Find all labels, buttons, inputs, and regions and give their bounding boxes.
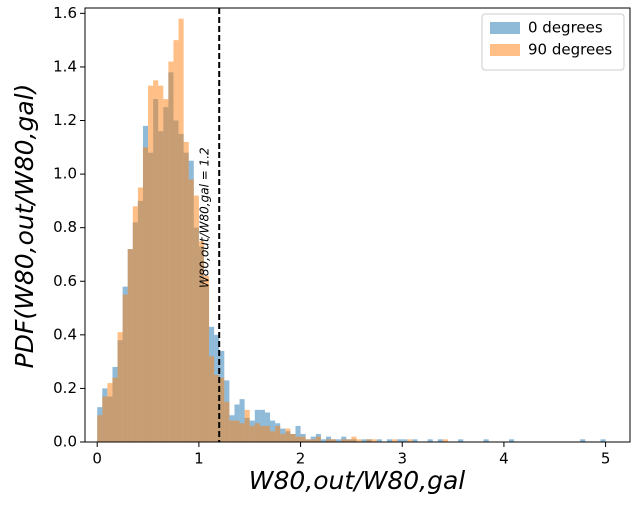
histogram-bar: [427, 439, 433, 442]
histogram-bar: [458, 439, 464, 442]
histogram-bar: [325, 439, 332, 442]
histogram-bar: [158, 85, 164, 443]
histogram-bar: [386, 439, 393, 442]
y-tick-label: 1.2: [53, 111, 77, 129]
histogram-bar: [331, 439, 337, 442]
histogram-bar: [224, 401, 230, 442]
y-tick-label: 0.8: [53, 218, 77, 236]
histogram-bar: [239, 399, 245, 442]
histogram-bar: [371, 439, 377, 442]
histogram-bar: [315, 436, 321, 442]
histogram-bar: [122, 294, 128, 442]
histogram-bar: [163, 99, 169, 442]
x-tick-label: 1: [194, 450, 204, 468]
x-tick-label: 0: [92, 450, 102, 468]
histogram-bar: [407, 439, 413, 442]
legend: 0 degrees 90 degrees: [481, 13, 625, 71]
histogram-bar: [234, 420, 240, 442]
histogram-bar: [366, 439, 372, 442]
histogram-bar: [285, 428, 291, 442]
histogram-bar: [153, 80, 159, 442]
x-axis-label: W80,out/W80,gal: [249, 466, 466, 495]
plot-frame: [84, 7, 631, 443]
histogram-bar: [361, 439, 367, 442]
histogram-bar: [259, 409, 265, 442]
histogram-bar: [97, 415, 103, 442]
histogram-bar: [244, 409, 250, 442]
histogram-bar: [148, 85, 154, 443]
histogram-bar: [203, 275, 210, 442]
histogram-bar: [117, 332, 123, 442]
histogram-bar: [219, 377, 225, 442]
histogram-bar: [127, 249, 133, 442]
histogram-bar: [580, 439, 586, 442]
histogram-bar: [112, 377, 118, 442]
histogram-bar: [178, 18, 184, 442]
histogram-bar: [173, 40, 179, 443]
histogram-bar: [102, 396, 108, 442]
legend-label: 90 degrees: [528, 41, 612, 59]
histogram-bar: [336, 439, 342, 442]
histogram-bar: [346, 439, 352, 442]
histogram-bar: [509, 439, 515, 442]
x-tick-label: 3: [397, 450, 407, 468]
histogram-bar: [412, 439, 418, 442]
y-tick-label: 0.4: [53, 325, 77, 343]
histogram-bar: [376, 439, 382, 442]
histogram-bar: [183, 141, 189, 442]
x-tick-label: 2: [296, 450, 306, 468]
y-tick-label: 1.6: [53, 4, 77, 22]
histogram-bar: [142, 147, 149, 442]
histogram-bar: [229, 420, 235, 442]
legend-swatch: [490, 44, 520, 56]
legend-label: 0 degrees: [528, 19, 603, 37]
histogram-bar: [132, 206, 138, 442]
y-tick-label: 0.0: [53, 433, 77, 451]
x-tick-label: 5: [601, 450, 611, 468]
histogram-bar: [437, 439, 443, 442]
y-axis-label: PDF(W80,out/W80,gal): [10, 84, 39, 369]
histogram-bar: [397, 439, 403, 442]
histogram-bar: [259, 425, 265, 442]
histogram-bar: [320, 439, 326, 442]
histogram-bar: [600, 439, 606, 442]
histogram-bar: [483, 439, 489, 442]
histogram-bar: [310, 439, 316, 442]
histogram-bar: [254, 423, 260, 442]
legend-swatch: [490, 22, 520, 34]
histogram-bar: [341, 439, 347, 442]
histogram-bar: [249, 425, 255, 442]
x-tick-label: 4: [499, 450, 509, 468]
threshold-label: W80,out/W80,gal = 1.2: [198, 147, 212, 288]
histogram-bar: [168, 61, 174, 442]
histogram-bar: [270, 431, 276, 442]
histogram-bar: [264, 425, 271, 442]
histogram-bar: [275, 425, 281, 442]
histogram-bar: [392, 439, 398, 442]
y-tick-label: 0.6: [53, 272, 77, 290]
y-tick-label: 0.2: [53, 379, 77, 397]
histogram-bar: [107, 383, 113, 442]
histogram-bar: [214, 375, 220, 442]
histogram-bar: [188, 179, 194, 442]
histogram-bar: [295, 436, 301, 442]
histogram-bar: [290, 433, 296, 442]
histogram-bar: [305, 439, 311, 442]
histogram-bar: [356, 439, 362, 442]
histogram-bar: [280, 433, 286, 442]
histogram-bar: [300, 436, 306, 442]
histogram-bar: [351, 436, 357, 442]
histogram-bar: [193, 195, 199, 442]
histogram-bar: [239, 423, 245, 442]
histogram-bar: [137, 187, 143, 442]
histogram-bar: [442, 439, 448, 442]
histogram-bar: [198, 241, 204, 442]
histogram-bar: [209, 356, 215, 442]
y-tick-label: 1.4: [53, 57, 77, 75]
y-tick-label: 1.0: [53, 165, 77, 183]
histogram-bar: [295, 425, 301, 442]
histogram-bar: [402, 439, 408, 442]
